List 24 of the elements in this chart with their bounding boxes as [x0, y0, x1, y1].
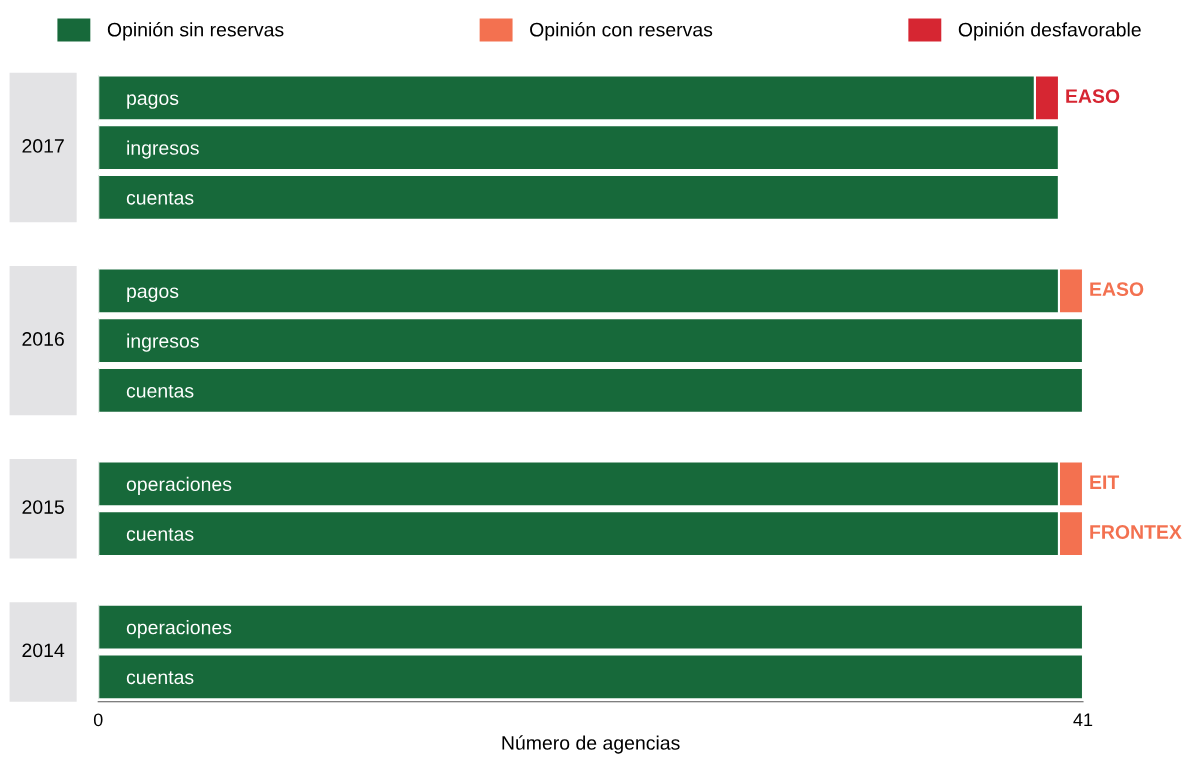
y-tick-label: operaciones	[126, 620, 232, 639]
y-tick-label: cuentas	[126, 671, 194, 685]
y-tick-label: cuentas	[126, 384, 194, 398]
legend-label: Opinión con reservas	[530, 22, 713, 41]
data-label: FRONTEX	[1090, 525, 1182, 539]
y-tick-label: cuentas	[126, 191, 194, 205]
legend-label: Opinión sin reservas	[107, 22, 284, 41]
x-tick-label: 41	[1073, 713, 1093, 726]
y-tick-label: pagos	[127, 287, 179, 302]
data-label: EASO	[1066, 89, 1120, 103]
y-tick-label: cuentas	[126, 528, 194, 541]
y-axis-title: 2017	[22, 139, 64, 153]
legend-label: Opinión desfavorable	[958, 22, 1141, 41]
y-axis-title: 2014	[22, 643, 65, 658]
x-tick-label: 0	[93, 713, 103, 727]
data-label: EASO	[1090, 282, 1144, 297]
y-axis-title: 2015	[22, 500, 64, 514]
y-axis-title: 2016	[22, 332, 64, 346]
y-tick-label: ingresos	[127, 333, 199, 352]
data-label: EIT	[1090, 475, 1120, 489]
y-tick-label: ingresos	[127, 140, 199, 159]
x-axis-title: Número de agencias	[502, 735, 680, 754]
y-tick-label: pagos	[127, 94, 179, 109]
y-tick-label: operaciones	[126, 476, 232, 495]
